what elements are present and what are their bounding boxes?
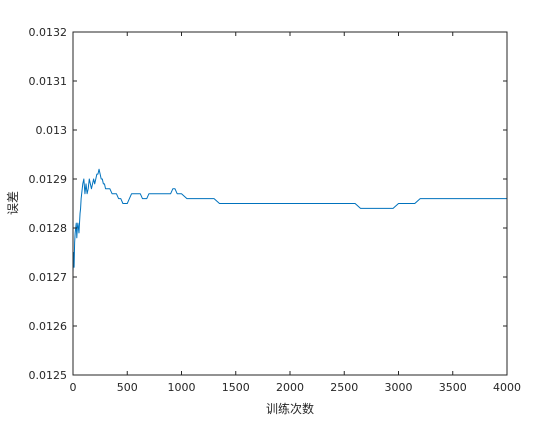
- x-axis-title: 训练次数: [266, 401, 314, 416]
- x-tick-label-5: 2500: [330, 381, 358, 394]
- y-axis-title: 误差: [6, 191, 20, 215]
- y-tick-label-1: 0.0126: [29, 320, 68, 333]
- x-tick-label-4: 2000: [276, 381, 304, 394]
- x-tick-label-1: 500: [117, 381, 138, 394]
- series-line-0: [72, 168, 507, 273]
- x-tick-label-8: 4000: [493, 381, 521, 394]
- x-tick-label-7: 3500: [439, 381, 467, 394]
- x-tick-label-3: 1500: [222, 381, 250, 394]
- y-tick-label-6: 0.0131: [29, 75, 68, 88]
- y-tick-label-2: 0.0127: [29, 271, 68, 284]
- y-tick-label-0: 0.0125: [29, 369, 68, 382]
- ticks-layer: 0 500 1000 1500 2000 2500 3000 3500 4000 0.0125 0.…: [29, 26, 522, 394]
- y-tick-label-3: 0.0128: [29, 222, 68, 235]
- x-tick-label-0: 0: [70, 381, 77, 394]
- plot-layer: [72, 168, 507, 273]
- x-tick-label-6: 3000: [385, 381, 413, 394]
- x-tick-label-2: 1000: [168, 381, 196, 394]
- y-tick-label-4: 0.0129: [29, 173, 68, 186]
- y-tick-label-7: 0.0132: [29, 26, 68, 39]
- y-tick-label-5: 0.013: [36, 124, 68, 137]
- axes-box: [72, 31, 508, 376]
